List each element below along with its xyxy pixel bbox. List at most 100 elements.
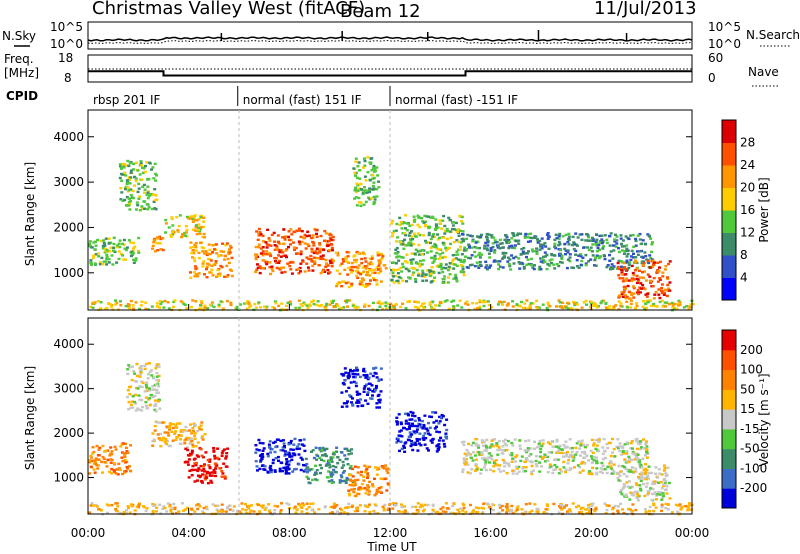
echo-cell	[355, 366, 359, 369]
echo-cell	[416, 306, 420, 309]
echo-cell	[630, 264, 634, 268]
echo-cell	[119, 172, 123, 176]
echo-cell	[608, 234, 611, 238]
echo-cell	[176, 436, 179, 439]
echo-cell	[92, 468, 96, 471]
echo-cell	[612, 249, 616, 252]
echo-cell	[356, 399, 360, 402]
echo-cell	[578, 511, 582, 514]
echo-cell	[299, 252, 303, 256]
echo-cell	[658, 472, 662, 475]
echo-cell	[418, 259, 422, 263]
echo-cell	[323, 270, 327, 273]
echo-cell	[124, 248, 128, 252]
echo-cell	[192, 271, 196, 274]
echo-cell	[546, 301, 550, 304]
echo-cell	[297, 267, 300, 271]
echo-cell	[462, 457, 466, 460]
echo-cell	[298, 242, 302, 246]
echo-cell	[222, 462, 226, 465]
echo-cell	[379, 253, 383, 256]
echo-cell	[415, 509, 419, 512]
noise-panel	[87, 21, 693, 50]
echo-cell	[548, 442, 552, 446]
echo-cell	[630, 509, 634, 513]
echo-cell	[257, 232, 261, 235]
echo-cell	[404, 412, 407, 415]
echo-cell	[625, 295, 629, 299]
echo-cell	[410, 223, 414, 227]
echo-cell	[597, 440, 601, 443]
echo-cell	[357, 264, 361, 267]
echo-cell	[291, 241, 295, 244]
echo-cell	[170, 216, 174, 219]
echo-cell	[258, 231, 262, 234]
echo-cell	[637, 280, 641, 283]
echo-cell	[624, 493, 628, 496]
echo-cell	[654, 472, 658, 475]
echo-cell	[503, 442, 507, 446]
echo-cell	[202, 216, 206, 219]
echo-cell	[562, 451, 566, 455]
echo-cell	[504, 462, 508, 465]
echo-cell	[247, 507, 251, 510]
echo-cell	[660, 473, 664, 476]
echo-cell	[179, 438, 183, 441]
echo-cell	[373, 389, 377, 392]
echo-cell	[411, 237, 415, 241]
echo-cell	[127, 407, 131, 411]
echo-cell	[366, 171, 370, 174]
echo-cell	[377, 180, 381, 183]
echo-cell	[456, 304, 460, 307]
echo-cell	[179, 434, 183, 437]
echo-cell	[293, 437, 297, 441]
echo-cell	[532, 250, 536, 253]
echo-cell	[629, 292, 633, 295]
echo-cell	[365, 265, 369, 268]
echo-cell	[371, 277, 375, 280]
echo-cell	[609, 460, 613, 463]
echo-cell	[138, 195, 142, 198]
echo-cell	[621, 446, 625, 450]
echo-cell	[633, 458, 637, 461]
echo-cell	[160, 439, 164, 442]
echo-cell	[490, 439, 494, 442]
echo-cell	[323, 305, 327, 309]
echo-cell	[550, 440, 554, 443]
echo-cell	[656, 280, 660, 283]
echo-cell	[579, 253, 583, 256]
echo-cell	[422, 302, 426, 305]
echo-cell	[124, 442, 127, 446]
echo-cell	[502, 300, 506, 304]
y-tick-label: 1000	[53, 471, 84, 485]
echo-cell	[193, 434, 196, 438]
echo-cell	[381, 302, 385, 305]
echo-cell	[553, 458, 557, 461]
echo-cell	[413, 443, 417, 446]
echo-cell	[652, 276, 656, 280]
echo-cell	[665, 301, 669, 304]
echo-cell	[483, 449, 487, 452]
echo-cell	[207, 263, 211, 266]
echo-cell	[407, 435, 411, 438]
echo-cell	[612, 307, 616, 310]
echo-cell	[423, 432, 427, 435]
echo-cell	[385, 489, 389, 492]
echo-cell	[287, 443, 291, 446]
echo-cell	[510, 237, 514, 240]
echo-cell	[158, 421, 162, 424]
echo-cell	[407, 269, 411, 273]
echo-cell	[108, 454, 112, 457]
echo-cell	[524, 469, 527, 473]
echo-cell	[481, 441, 485, 444]
echo-cell	[362, 305, 366, 308]
echo-cell	[590, 455, 593, 458]
echo-cell	[442, 236, 446, 239]
echo-cell	[462, 258, 466, 262]
echo-cell	[452, 258, 456, 261]
echo-cell	[307, 269, 311, 272]
echo-cell	[555, 438, 559, 442]
echo-cell	[415, 262, 419, 265]
echo-cell	[569, 453, 572, 457]
echo-cell	[600, 238, 604, 241]
